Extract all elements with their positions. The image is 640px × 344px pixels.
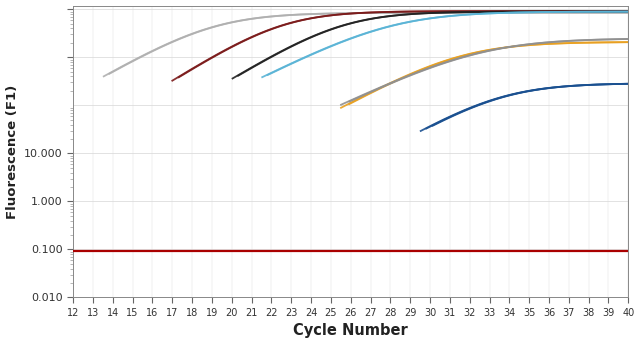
X-axis label: Cycle Number: Cycle Number [293, 323, 408, 338]
Y-axis label: Fluorescence (F1): Fluorescence (F1) [6, 84, 19, 219]
